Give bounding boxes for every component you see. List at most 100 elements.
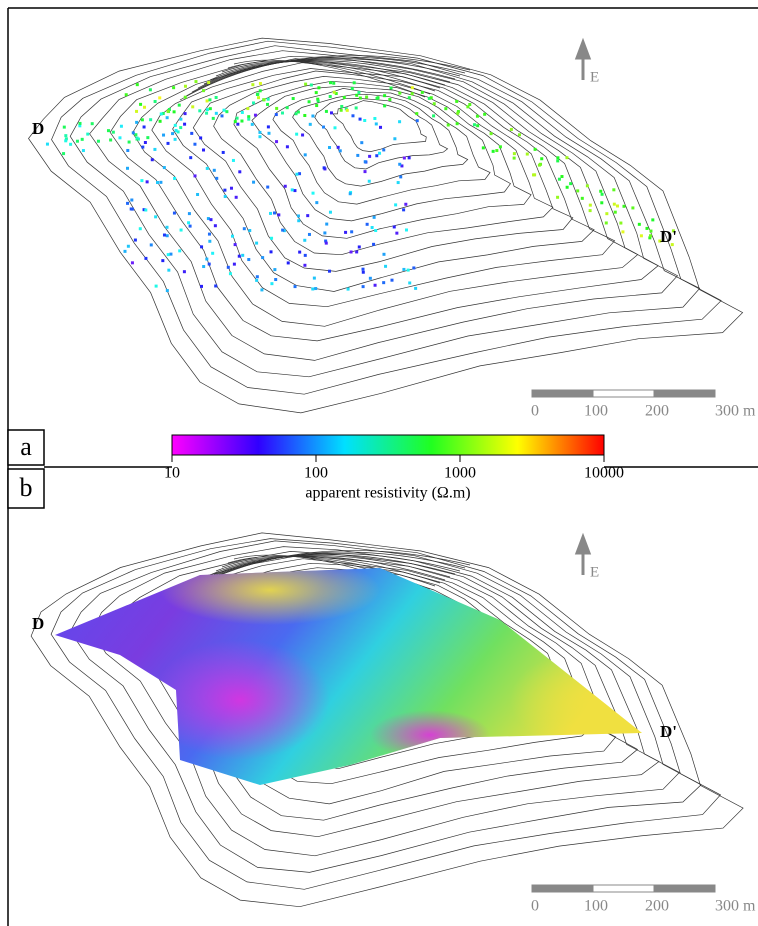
crater-contour	[209, 60, 446, 86]
survey-point	[332, 90, 336, 94]
survey-point	[208, 107, 212, 111]
survey-point	[392, 225, 396, 229]
survey-point	[159, 180, 163, 184]
survey-point	[406, 268, 410, 272]
survey-point	[351, 114, 355, 118]
survey-point	[330, 111, 334, 115]
survey-point	[235, 116, 239, 120]
survey-point	[172, 110, 176, 114]
survey-point	[167, 108, 171, 112]
survey-point	[266, 97, 270, 101]
survey-point	[205, 257, 209, 261]
survey-point	[651, 218, 655, 222]
survey-point	[78, 121, 82, 125]
survey-point	[382, 281, 386, 285]
survey-point	[200, 284, 204, 288]
survey-point	[270, 236, 274, 240]
survey-point	[188, 224, 192, 228]
survey-point	[314, 287, 318, 291]
survey-point	[327, 269, 331, 273]
survey-point	[355, 93, 359, 97]
survey-point	[398, 120, 402, 124]
survey-point	[396, 181, 400, 185]
survey-point	[296, 214, 300, 218]
survey-point	[140, 118, 144, 122]
survey-point	[306, 214, 310, 218]
crater-contour	[191, 553, 461, 588]
survey-point	[135, 136, 139, 140]
survey-point	[298, 172, 302, 176]
north-arrow	[574, 532, 592, 575]
survey-point	[619, 221, 623, 225]
survey-point	[325, 222, 329, 226]
survey-point	[649, 229, 653, 233]
survey-point	[179, 117, 183, 121]
survey-point	[329, 81, 333, 85]
contour	[292, 93, 469, 187]
survey-point	[211, 116, 215, 120]
survey-point	[138, 227, 142, 231]
scale-label: 300 m	[715, 403, 756, 420]
survey-point	[281, 228, 285, 232]
survey-point	[273, 211, 277, 215]
survey-point	[509, 127, 513, 131]
survey-point	[333, 126, 337, 130]
survey-point	[357, 90, 361, 94]
survey-point	[315, 104, 319, 108]
survey-point	[183, 95, 187, 99]
survey-point	[162, 166, 166, 170]
survey-point	[303, 253, 307, 257]
survey-point	[374, 229, 378, 233]
survey-point	[226, 265, 230, 269]
contour	[69, 540, 702, 873]
survey-point	[316, 99, 320, 103]
survey-point	[118, 136, 122, 140]
survey-point	[166, 109, 170, 113]
survey-point	[295, 172, 299, 176]
survey-point	[232, 262, 236, 266]
survey-point	[293, 189, 297, 193]
survey-point	[580, 196, 584, 200]
survey-point	[328, 146, 332, 150]
survey-point	[255, 241, 259, 245]
survey-point	[253, 113, 257, 117]
survey-point	[248, 229, 252, 233]
scale-segment	[531, 389, 594, 398]
survey-point	[456, 111, 460, 115]
survey-point	[354, 106, 358, 110]
survey-point	[314, 91, 318, 95]
survey-point	[297, 219, 301, 223]
survey-point	[599, 189, 603, 193]
scale-label: 100	[584, 898, 608, 915]
survey-point	[455, 99, 459, 103]
survey-point	[556, 156, 560, 160]
survey-point	[149, 243, 153, 247]
survey-point	[432, 102, 436, 106]
survey-point	[225, 110, 229, 114]
survey-point	[190, 131, 194, 135]
survey-point	[124, 93, 128, 97]
survey-point	[303, 238, 307, 242]
survey-point	[338, 149, 342, 153]
survey-point	[533, 173, 537, 177]
survey-point	[298, 250, 302, 254]
survey-point	[588, 203, 592, 207]
survey-point	[261, 256, 265, 260]
survey-point	[491, 149, 495, 153]
survey-point	[456, 110, 460, 114]
survey-point	[269, 211, 273, 215]
survey-point	[332, 81, 336, 85]
survey-point	[360, 141, 364, 145]
survey-point	[363, 170, 367, 174]
crater-contour	[179, 55, 471, 101]
survey-point	[200, 245, 204, 249]
survey-point	[512, 156, 516, 160]
crater-contour	[197, 59, 456, 89]
survey-point	[303, 153, 307, 157]
survey-point	[90, 122, 94, 126]
survey-point	[208, 98, 212, 102]
survey-point	[389, 86, 393, 90]
survey-point	[126, 148, 130, 152]
survey-point	[303, 263, 307, 267]
survey-point	[176, 130, 180, 134]
